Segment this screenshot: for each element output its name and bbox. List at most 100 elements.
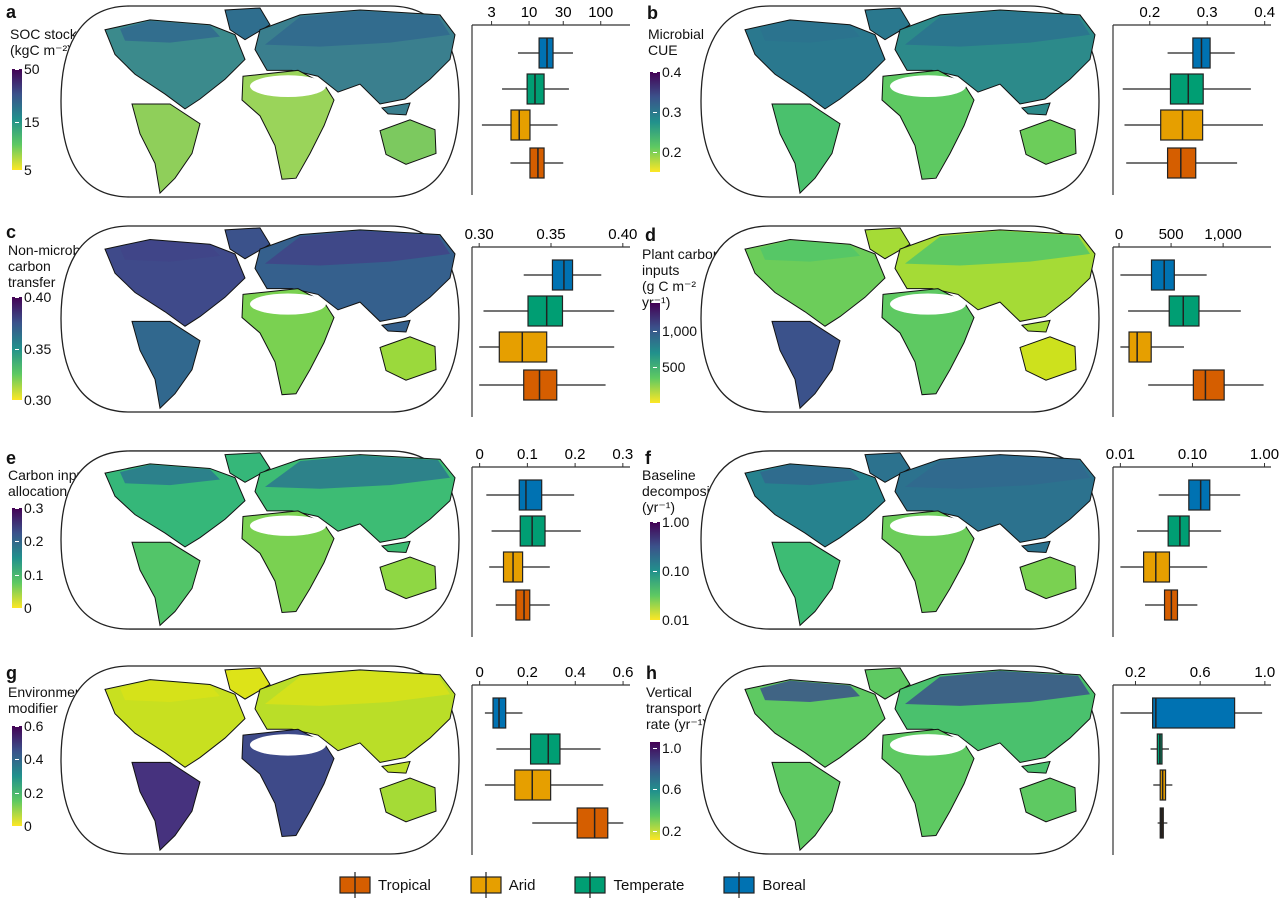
boxplot-panel-c: 0.30 0.35 0.40 [465,226,637,417]
continent-north-america [105,464,245,547]
colorbar [650,72,660,172]
box-arid [489,551,550,583]
colorbar-title-line: Non-microbial [8,242,95,258]
continent-australia [380,557,436,599]
continent-australia [380,337,436,380]
colorbar-title: SOC stock (kgC m⁻²) [10,26,77,58]
northern-high-latitude-region [760,455,1090,489]
colorbar-tick-label: 0.2 [662,144,682,160]
world-map [700,665,1100,855]
box-tropical [495,589,550,621]
continent-greenland [865,228,910,259]
box-arid [1120,551,1208,583]
box-tropical [1157,807,1168,839]
x-tick-label: 0.1 [517,446,538,463]
colorbar-tick-mark [15,297,19,298]
box-temperate [483,295,615,327]
panel-label: g [6,663,17,683]
colorbar-tick-label: 0.40 [24,289,52,305]
colorbar-title: Microbial CUE [648,26,704,58]
world-map [60,225,460,413]
continent-australia [1020,778,1076,822]
colorbar-title-line: carbon [8,258,51,274]
box-temperate [1122,73,1251,105]
legend-item-boreal: Boreal [722,872,806,898]
colorbar-tick-label: 0.2 [662,822,682,839]
colorbar-tick-label: 0.3 [24,500,44,516]
colorbar-tick-mark [653,367,657,369]
box-temperate [1136,515,1222,547]
box-boreal [486,479,575,511]
continent-maritime-southeast-asia [1022,103,1050,115]
continent-south-america [772,104,840,193]
legend-label: Arid [508,876,536,894]
colorbar [12,508,22,608]
box-tropical [510,147,564,179]
colorbar-tick-mark [15,508,19,509]
continent-greenland [865,453,910,483]
box-iqr [529,733,561,765]
box-iqr [576,807,609,839]
box-iqr [527,295,564,327]
colorbar-title-line: Microbial [648,26,705,42]
continent-maritime-southeast-asia [382,541,410,552]
world-map [700,225,1100,413]
sahara-no-data-region [890,293,966,315]
colorbar [12,69,22,170]
x-tick-label: 0.30 [465,226,494,243]
box-tropical [532,807,624,839]
continent-maritime-southeast-asia [382,320,410,332]
x-tick-label: 10 [521,4,538,21]
colorbar-tick-label: 0.4 [24,751,44,768]
colorbar-tick-mark [15,574,19,576]
continent-north-america [745,464,885,547]
continent-north-america [105,239,245,326]
legend-swatch [339,872,371,898]
colorbar-tick-label: 0.6 [24,718,44,734]
x-tick-label: 0.4 [1254,4,1275,21]
colorbar-title: Non-microbial carbon transfer [8,242,94,290]
x-tick-label: 3 [487,4,495,21]
colorbar-tick-label: 1,000 [662,323,698,340]
box-iqr [551,259,574,291]
legend-label: Tropical [378,876,431,894]
colorbar-tick-mark [15,792,19,794]
continent-greenland [225,8,270,40]
panel-label: c [6,222,17,242]
continent-south-america [132,542,200,625]
colorbar-tick-label: 0.1 [24,566,44,583]
boxplot-panel-b: 0.2 0.3 0.4 [1112,4,1275,195]
box-arid [481,109,558,141]
continent-maritime-southeast-asia [382,103,410,115]
box-boreal [484,697,523,729]
colorbar-tick-mark [15,170,19,171]
colorbar-tick-mark [653,789,657,791]
legend-swatch [723,872,755,898]
box-boreal [517,37,573,69]
colorbar-title-line: (g C m⁻² [642,278,697,294]
x-tick-label: 0.6 [613,664,634,681]
box-iqr [510,109,531,141]
continent-north-america [105,20,245,109]
x-tick-label: 1.0 [1254,664,1275,681]
box-iqr [518,479,543,511]
colorbar-tick-label: 0.30 [24,392,52,408]
box-arid [479,331,615,363]
x-tick-label: 0.35 [536,226,565,243]
x-tick-label: 30 [555,4,572,21]
northern-high-latitude-region [760,670,1090,706]
continent-north-america [745,20,885,109]
box-iqr [1188,479,1211,511]
box-boreal [1120,697,1263,729]
sahara-no-data-region [250,515,326,536]
continent-greenland [225,668,270,699]
colorbar-title-line: (yr⁻¹) [642,499,676,515]
box-iqr [1160,109,1204,141]
x-tick-label: 100 [588,4,613,21]
continent-australia [380,778,436,822]
colorbar-tick-label: 0.01 [662,612,690,628]
x-tick-label: 0 [475,446,483,463]
x-tick-label: 0.01 [1106,446,1135,463]
northern-high-latitude-region [120,670,450,706]
legend-label: Boreal [762,876,806,894]
